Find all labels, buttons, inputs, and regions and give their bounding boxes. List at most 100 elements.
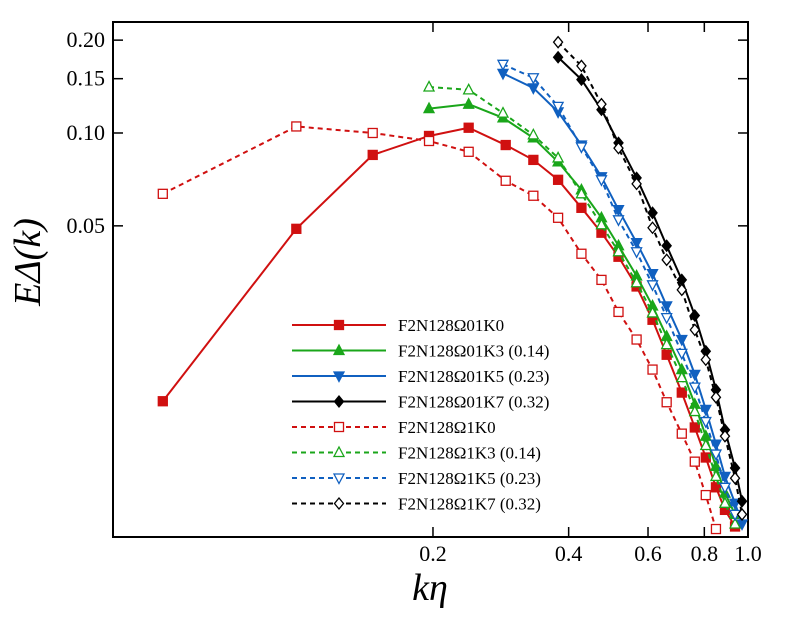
marker: [688, 404, 701, 417]
marker: [689, 323, 701, 337]
marker: [647, 221, 658, 235]
marker: [595, 217, 608, 230]
marker: [675, 334, 688, 347]
marker: [660, 312, 673, 325]
marker: [496, 59, 510, 72]
marker: [613, 141, 624, 155]
x-tick-label: 0.6: [634, 541, 662, 566]
x-tick-label: 0.4: [555, 541, 583, 566]
marker: [576, 202, 587, 213]
marker: [552, 151, 565, 163]
marker: [676, 387, 687, 398]
marker: [630, 275, 643, 288]
marker: [631, 334, 642, 345]
marker: [157, 396, 168, 407]
marker: [332, 371, 346, 383]
marker: [631, 177, 642, 191]
marker: [646, 306, 659, 318]
marker: [688, 382, 701, 395]
marker: [462, 97, 475, 109]
marker: [710, 390, 722, 404]
marker: [500, 175, 511, 186]
plot-area: [157, 35, 748, 535]
marker: [422, 80, 436, 92]
marker: [291, 223, 302, 234]
marker: [688, 369, 701, 382]
marker: [612, 205, 625, 217]
marker: [463, 146, 474, 157]
marker: [718, 482, 732, 495]
marker: [332, 445, 346, 458]
marker: [575, 186, 588, 199]
marker: [699, 416, 712, 429]
marker: [676, 283, 688, 297]
marker: [367, 149, 378, 161]
marker: [630, 238, 643, 250]
marker: [718, 496, 732, 508]
marker: [500, 139, 511, 151]
marker: [646, 280, 659, 292]
marker: [333, 394, 345, 409]
marker: [729, 471, 741, 485]
marker: [661, 349, 672, 360]
y-tick-label: 0.10: [67, 120, 106, 145]
series-line: [502, 72, 743, 525]
marker: [332, 343, 346, 356]
legend-label: F2N128Ω01K0: [398, 316, 504, 335]
marker: [552, 35, 564, 49]
series-line: [162, 125, 717, 530]
marker: [423, 135, 435, 147]
marker: [700, 353, 712, 367]
marker: [689, 422, 700, 433]
marker: [333, 319, 345, 331]
marker: [719, 429, 731, 443]
marker: [710, 482, 722, 493]
marker: [422, 101, 436, 114]
plot-frame: [112, 21, 749, 538]
marker: [646, 268, 659, 281]
marker: [157, 188, 168, 199]
x-tick-label: 1.0: [734, 541, 762, 566]
marker: [596, 274, 607, 286]
marker: [728, 517, 742, 529]
y-tick-label: 0.20: [67, 27, 106, 52]
marker: [675, 348, 688, 361]
x-tick-label: 0.8: [691, 541, 719, 566]
marker: [367, 127, 378, 139]
x-tick-label: 0.2: [419, 541, 447, 566]
marker: [333, 496, 345, 511]
y-tick-label: 0.15: [67, 66, 106, 91]
marker: [463, 122, 474, 133]
legend-label: F2N128Ω01K5 (0.23): [398, 367, 549, 386]
axes: 0.2 0.4 0.6 0.8 1.0 0.20 0.15 0.10 0.05: [67, 22, 762, 566]
marker: [596, 97, 607, 111]
marker: [332, 473, 346, 485]
marker: [736, 507, 748, 521]
legend-label: F2N128Ω1K3 (0.14): [398, 444, 541, 463]
marker: [527, 73, 540, 85]
marker: [660, 337, 673, 350]
marker: [699, 438, 712, 451]
legend-label: F2N128Ω01K7 (0.32): [398, 393, 549, 412]
marker: [647, 364, 658, 375]
legend-label: F2N128Ω1K0: [398, 418, 496, 437]
marker: [689, 456, 700, 467]
marker: [709, 469, 723, 482]
marker: [552, 50, 564, 64]
legend-label: F2N128Ω01K3 (0.14): [398, 342, 549, 361]
marker: [528, 154, 539, 166]
marker: [528, 190, 539, 201]
marker: [676, 428, 687, 439]
marker: [689, 308, 701, 323]
marker: [710, 523, 722, 535]
marker: [675, 370, 688, 383]
y-axis-label: EΔ(k): [7, 218, 49, 307]
legend-label: F2N128Ω1K5 (0.23): [398, 469, 541, 488]
marker: [661, 239, 673, 253]
series-line: [557, 41, 744, 515]
y-tick-label: 0.05: [67, 213, 106, 238]
marker: [647, 206, 658, 220]
marker: [575, 142, 588, 154]
